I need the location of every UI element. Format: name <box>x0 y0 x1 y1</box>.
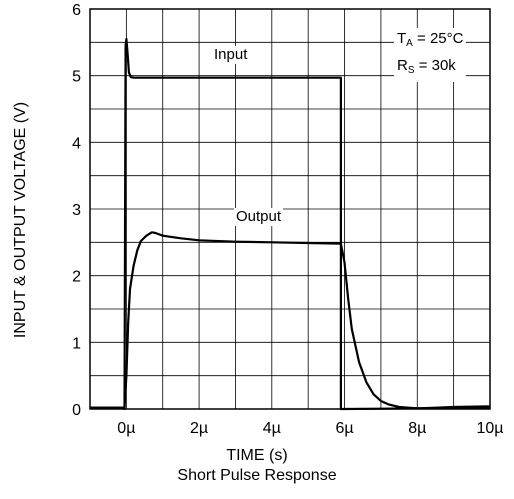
y-axis-title: INPUT & OUTPUT VOLTAGE (V) <box>12 101 29 339</box>
y-tick-label: 0 <box>72 402 81 419</box>
y-tick-label: 2 <box>72 269 81 286</box>
rs-value: = 30k <box>418 57 456 74</box>
y-tick-label: 6 <box>72 2 81 19</box>
y-axis-title-wrap: INPUT & OUTPUT VOLTAGE (V) <box>6 0 36 499</box>
x-tick-label: 6µ <box>335 420 353 437</box>
x-tick-label: 10µ <box>476 420 503 437</box>
rs-symbol: R <box>397 57 408 74</box>
input-series-line <box>90 37 491 411</box>
ta-value: = 25°C <box>417 30 464 47</box>
ta-subscript: A <box>406 38 413 49</box>
plot-frame <box>89 8 491 410</box>
input-series-label: Input <box>212 46 250 64</box>
x-tick-label: 2µ <box>190 420 208 437</box>
rs-subscript: S <box>407 65 415 76</box>
series-lines <box>90 37 491 411</box>
x-axis-title: TIME (s) <box>226 447 288 464</box>
y-tick-label: 4 <box>72 135 81 152</box>
y-tick-label: 5 <box>72 69 81 86</box>
conditions-box: TA = 25°C RS = 30k <box>394 28 467 82</box>
y-tick-label: 3 <box>72 202 81 219</box>
y-tick-label: 1 <box>72 335 81 352</box>
rs-condition: RS = 30k <box>397 55 463 82</box>
ta-condition: TA = 25°C <box>397 28 463 55</box>
tick-labels: 0 1 2 3 4 5 6 0µ 2µ 4µ 6µ 8µ 10µ <box>72 2 503 437</box>
output-series-label: Output <box>234 208 284 226</box>
ta-symbol: T <box>397 30 407 47</box>
chart-caption: Short Pulse Response <box>177 467 337 484</box>
x-tick-label: 4µ <box>263 420 281 437</box>
output-series-line <box>90 231 491 410</box>
x-tick-label: 0µ <box>117 420 135 437</box>
x-tick-label: 8µ <box>408 420 426 437</box>
grid <box>90 9 490 409</box>
